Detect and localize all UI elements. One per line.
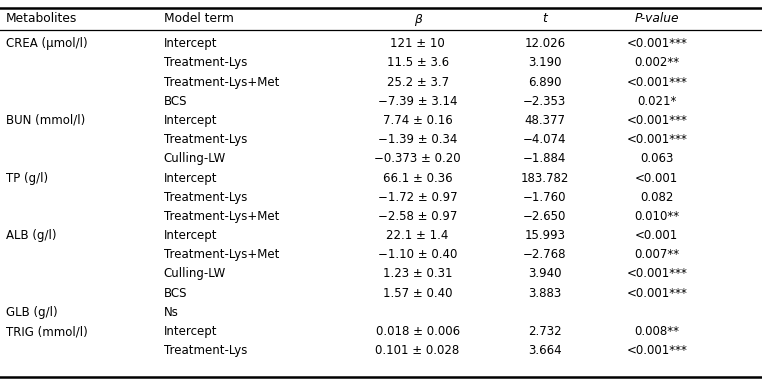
Text: 48.377: 48.377 [524,114,565,127]
Text: CREA (μmol/l): CREA (μmol/l) [6,37,88,50]
Text: <0.001***: <0.001*** [626,344,687,357]
Text: TP (g/l): TP (g/l) [6,171,48,185]
Text: Treatment-Lys+Met: Treatment-Lys+Met [164,248,279,261]
Text: Treatment-Lys+Met: Treatment-Lys+Met [164,76,279,89]
Text: 15.993: 15.993 [524,229,565,242]
Text: −1.760: −1.760 [523,191,567,204]
Text: −2.58 ± 0.97: −2.58 ± 0.97 [378,210,457,223]
Text: 0.008**: 0.008** [634,325,680,338]
Text: 3.664: 3.664 [528,344,562,357]
Text: <0.001: <0.001 [636,229,678,242]
Text: −2.650: −2.650 [523,210,566,223]
Text: <0.001***: <0.001*** [626,287,687,300]
Text: −1.10 ± 0.40: −1.10 ± 0.40 [378,248,457,261]
Text: GLB (g/l): GLB (g/l) [6,306,58,319]
Text: 25.2 ± 3.7: 25.2 ± 3.7 [386,76,449,89]
Text: <0.001***: <0.001*** [626,268,687,280]
Text: ALB (g/l): ALB (g/l) [6,229,56,242]
Text: 0.010**: 0.010** [634,210,680,223]
Text: BUN (mmol/l): BUN (mmol/l) [6,114,85,127]
Text: −2.353: −2.353 [523,95,566,108]
Text: Ns: Ns [164,306,179,319]
Text: 0.002**: 0.002** [634,56,680,70]
Text: 0.101 ± 0.028: 0.101 ± 0.028 [376,344,459,357]
Text: BCS: BCS [164,95,187,108]
Text: −4.074: −4.074 [523,133,567,146]
Text: 12.026: 12.026 [524,37,565,50]
Text: <0.001: <0.001 [636,171,678,185]
Text: Intercept: Intercept [164,171,217,185]
Text: 183.782: 183.782 [520,171,569,185]
Text: Treatment-Lys: Treatment-Lys [164,344,247,357]
Text: P-value: P-value [635,13,679,25]
Text: 0.063: 0.063 [640,152,674,165]
Text: −1.884: −1.884 [523,152,566,165]
Text: Treatment-Lys: Treatment-Lys [164,56,247,70]
Text: Treatment-Lys: Treatment-Lys [164,191,247,204]
Text: 1.23 ± 0.31: 1.23 ± 0.31 [383,268,453,280]
Text: Culling-LW: Culling-LW [164,268,226,280]
Text: <0.001***: <0.001*** [626,76,687,89]
Text: t: t [543,13,547,25]
Text: 2.732: 2.732 [528,325,562,338]
Text: Intercept: Intercept [164,229,217,242]
Text: β: β [414,13,421,25]
Text: <0.001***: <0.001*** [626,133,687,146]
Text: Culling-LW: Culling-LW [164,152,226,165]
Text: −2.768: −2.768 [523,248,567,261]
Text: −0.373 ± 0.20: −0.373 ± 0.20 [374,152,461,165]
Text: 11.5 ± 3.6: 11.5 ± 3.6 [386,56,449,70]
Text: Treatment-Lys+Met: Treatment-Lys+Met [164,210,279,223]
Text: Treatment-Lys: Treatment-Lys [164,133,247,146]
Text: −1.39 ± 0.34: −1.39 ± 0.34 [378,133,457,146]
Text: Metabolites: Metabolites [6,13,78,25]
Text: 0.021*: 0.021* [637,95,677,108]
Text: Model term: Model term [164,13,234,25]
Text: 6.890: 6.890 [528,76,562,89]
Text: 1.57 ± 0.40: 1.57 ± 0.40 [383,287,453,300]
Text: 3.190: 3.190 [528,56,562,70]
Text: 121 ± 10: 121 ± 10 [390,37,445,50]
Text: TRIG (mmol/l): TRIG (mmol/l) [6,325,88,338]
Text: BCS: BCS [164,287,187,300]
Text: 0.082: 0.082 [640,191,674,204]
Text: Intercept: Intercept [164,37,217,50]
Text: −7.39 ± 3.14: −7.39 ± 3.14 [378,95,457,108]
Text: −1.72 ± 0.97: −1.72 ± 0.97 [378,191,457,204]
Text: 3.883: 3.883 [528,287,562,300]
Text: Intercept: Intercept [164,325,217,338]
Text: 3.940: 3.940 [528,268,562,280]
Text: 66.1 ± 0.36: 66.1 ± 0.36 [383,171,453,185]
Text: <0.001***: <0.001*** [626,114,687,127]
Text: 0.018 ± 0.006: 0.018 ± 0.006 [376,325,459,338]
Text: 0.007**: 0.007** [634,248,680,261]
Text: 22.1 ± 1.4: 22.1 ± 1.4 [386,229,449,242]
Text: Intercept: Intercept [164,114,217,127]
Text: 7.74 ± 0.16: 7.74 ± 0.16 [383,114,453,127]
Text: <0.001***: <0.001*** [626,37,687,50]
